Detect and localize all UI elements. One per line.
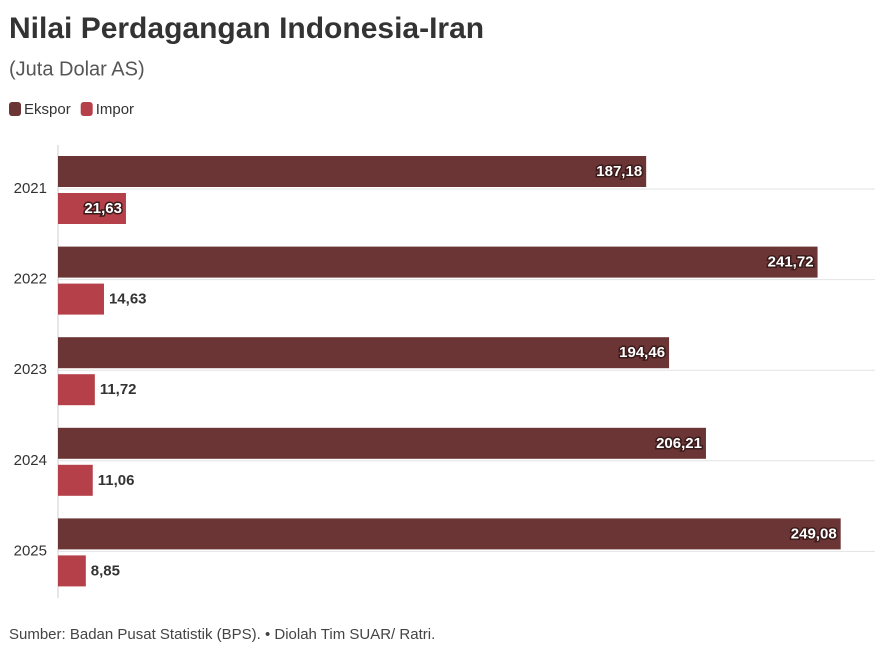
y-tick-label: 2024: [14, 452, 47, 469]
value-label: 11,72: [100, 381, 137, 398]
bar: [58, 555, 86, 587]
bar: [58, 518, 841, 550]
value-label: 206,21: [656, 435, 702, 452]
bar: [58, 427, 706, 459]
bar: [58, 246, 818, 278]
value-label: 11,06: [98, 472, 135, 489]
chart-subtitle: (Juta Dolar AS): [9, 58, 145, 80]
legend-label: Impor: [96, 101, 134, 118]
chart-title: Nilai Perdagangan Indonesia-Iran: [9, 12, 484, 45]
bar: [58, 374, 95, 406]
value-label: 187,18: [596, 163, 642, 180]
y-tick-label: 2023: [14, 361, 47, 378]
legend-swatch: [9, 102, 21, 116]
value-label: 194,46: [619, 344, 665, 361]
y-tick-label: 2025: [14, 542, 47, 559]
bar: [58, 464, 93, 496]
value-label: 14,63: [109, 291, 147, 308]
bar: [58, 193, 126, 224]
y-tick-label: 2022: [14, 271, 47, 288]
y-tick-label: 2021: [14, 180, 47, 197]
value-label: 241,72: [768, 254, 814, 271]
legend-swatch: [80, 102, 93, 116]
bar: [58, 337, 670, 369]
bar: [58, 156, 647, 187]
source-note: Sumber: Badan Pusat Statistik (BPS). • D…: [9, 626, 435, 643]
value-label: 249,08: [791, 525, 837, 542]
value-label: 21,63: [84, 200, 122, 217]
legend-label: Ekspor: [24, 101, 71, 118]
value-label: 8,85: [91, 562, 120, 579]
bar: [58, 283, 104, 315]
